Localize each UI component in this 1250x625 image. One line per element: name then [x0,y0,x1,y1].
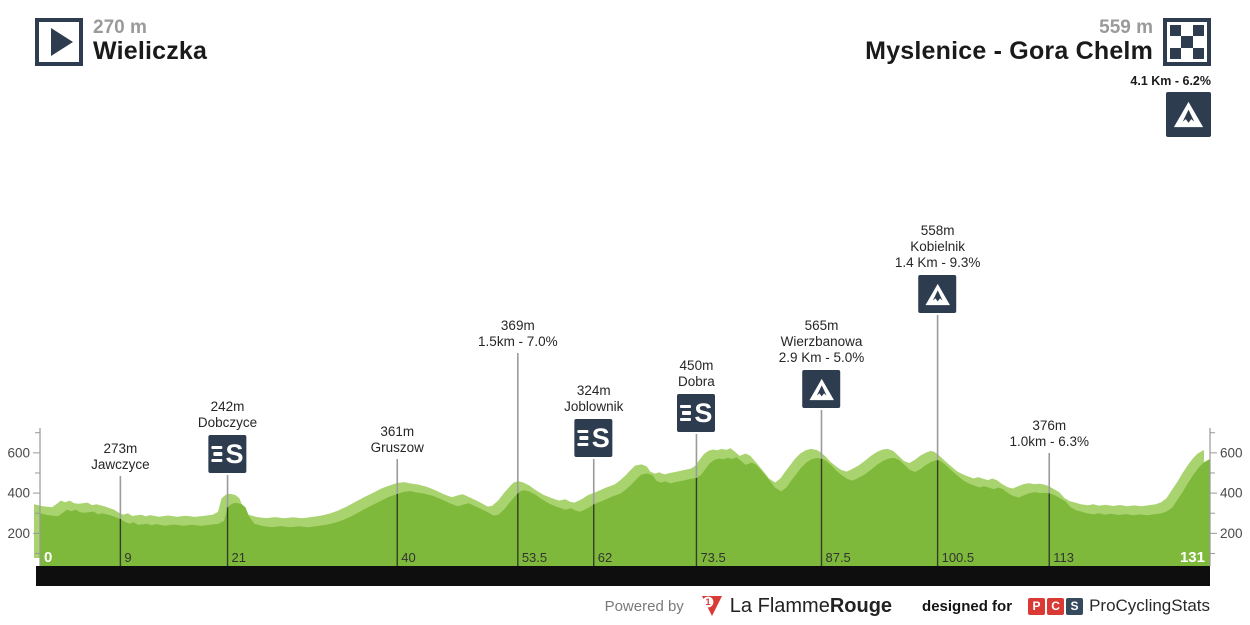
waypoint-1-5km-7-0: 369m 1.5km - 7.0% [478,318,558,350]
waypoint-label: Dobra [678,374,715,389]
checker-cell [1170,47,1182,59]
waypoint-label: 1.4 Km - 9.3% [894,255,981,270]
final-climb-info: 4.1 Km - 6.2% [1130,74,1211,137]
waypoint-label: 558m [920,223,955,238]
x-tick-label: 0 [44,549,52,566]
start-name: Wieliczka [93,37,208,65]
profile-area [40,457,1210,567]
waypoint-label: 273m [103,441,138,456]
finish-checkered-flag-icon [1163,18,1211,66]
y-tick-label: 400 [1220,486,1243,501]
waypoint-label: Jawczyce [91,457,150,472]
x-tick-label: 100.5 [942,550,975,565]
play-triangle-icon [51,28,73,56]
finish-header: 559 m Myslenice - Gora Chelm [865,18,1211,66]
y-tick-label: 200 [7,526,30,541]
waypoint-label: 361m [380,424,415,439]
waypoint-dobczyce: 242m Dobczyce S [198,399,257,473]
sprint-icon: S [574,419,613,457]
checker-cell [1181,36,1193,48]
start-header: 270 m Wieliczka [35,18,207,66]
x-tick-label: 113 [1053,550,1074,565]
waypoint-1-0km-6-3: 376m 1.0km - 6.3% [1009,418,1089,450]
start-flag-icon [35,18,83,66]
y-tick-label: 600 [1220,445,1243,460]
waypoint-jawczyce: 273m Jawczyce [91,441,150,473]
x-tick-label: 40 [401,550,415,565]
checker-cell [1192,25,1204,37]
final-climb-summary: 4.1 Km - 6.2% [1130,74,1211,88]
waypoint-label: Gruszow [370,440,424,455]
pcs-letter-box: P [1028,597,1046,615]
base-bar [36,566,1210,586]
designed-for-label: designed for [922,597,1013,615]
x-tick-label: 9 [124,550,131,565]
y-tick-label: 400 [7,486,30,501]
pcs-letter-box: S [1066,597,1084,615]
svg-text:1: 1 [705,597,710,607]
finish-elevation: 559 m [1099,17,1153,38]
waypoint-label: 242m [210,399,245,414]
waypoint-label: 324m [576,383,611,398]
waypoint-dobra: 450m Dobra S [677,358,716,432]
la-flamme-rouge-logo[interactable]: 1 La FlammeRouge [700,594,892,618]
mountain-icon [802,370,841,408]
waypoint-kobielnik: 558m Kobielnik 1.4 Km - 9.3% [894,223,981,313]
waypoint-label: 450m [679,358,714,373]
waypoint-label: 565m [804,318,839,333]
waypoint-wierzbanowa: 565m Wierzbanowa 2.9 Km - 5.0% [778,318,865,408]
waypoint-label: Kobielnik [910,239,965,254]
waypoint-label: 2.9 Km - 5.0% [778,350,865,365]
waypoint-joblownik: 324m Joblownik S [564,383,623,457]
x-tick-label: 21 [232,550,246,565]
sprint-icon: S [208,435,247,473]
waypoint-label: Wierzbanowa [780,334,863,349]
checker-cell [1192,47,1204,59]
x-tick-label: 62 [598,550,612,565]
waypoint-label: 1.0km - 6.3% [1009,434,1089,449]
lfr-name-bold: Rouge [829,594,893,617]
lfr-name-regular: La Flamme [729,594,830,617]
waypoint-label: Dobczyce [197,415,258,430]
lfr-triangle-icon: 1 [701,596,722,616]
y-tick-label: 200 [1220,526,1243,541]
pcs-letter-box: C [1047,597,1065,615]
start-elevation: 270 m [93,17,147,38]
mountain-icon [1166,92,1211,137]
elevation-profile-svg: 0 9 21 40 53.5 62 73.5 87.5 100.5 113 131 200 400 600… [7,315,1243,586]
y-tick-label: 600 [7,445,30,460]
footer: Powered by 1 La FlammeRouge designed for… [0,587,1250,625]
x-tick-label: 87.5 [825,550,850,565]
finish-name: Myslenice - Gora Chelm [865,37,1153,65]
x-tick-label: 53.5 [522,550,547,565]
pcs-name: ProCyclingStats [1089,596,1210,615]
waypoint-label: 376m [1032,418,1067,433]
waypoint-label: Joblownik [564,399,624,414]
checker-cell [1170,25,1182,37]
mountain-glyph [1173,101,1204,128]
x-tick-label: 131 [1180,549,1205,566]
waypoint-label: 369m [500,318,535,333]
mountain-icon [918,275,957,313]
waypoint-label: 1.5km - 7.0% [478,334,558,349]
waypoint-gruszow: 361m Gruszow [371,424,424,456]
x-tick-label: 73.5 [700,550,725,565]
powered-by-label: Powered by [604,597,684,615]
sprint-icon: S [677,394,716,432]
